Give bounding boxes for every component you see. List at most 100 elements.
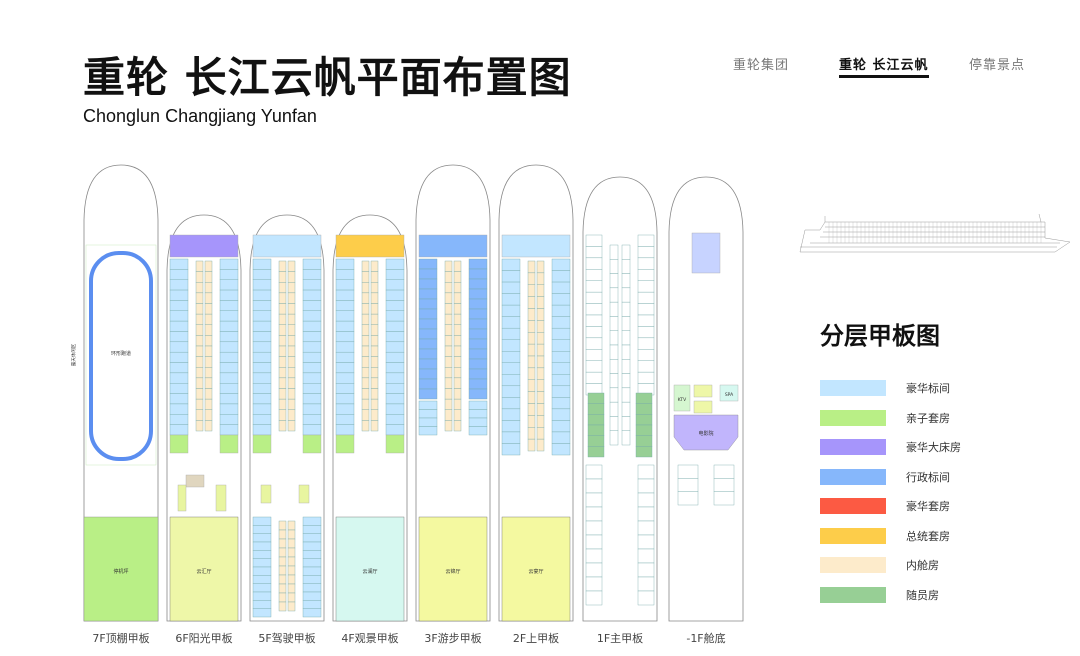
deck-plan[interactable] bbox=[249, 165, 325, 627]
deck-plan[interactable]: 云汇厅 bbox=[166, 165, 242, 627]
cabin bbox=[637, 349, 655, 361]
cabin bbox=[713, 464, 735, 479]
cabin bbox=[418, 358, 438, 370]
cabin bbox=[551, 385, 571, 398]
cabin bbox=[169, 279, 189, 291]
cabin bbox=[621, 359, 631, 374]
legend-item: 豪华套房 bbox=[820, 498, 950, 514]
cabin bbox=[637, 291, 655, 304]
cabin bbox=[609, 430, 619, 446]
legend-item: 豪华大床房 bbox=[820, 439, 961, 455]
cabin bbox=[444, 282, 453, 294]
cabin bbox=[637, 326, 655, 339]
cabin bbox=[361, 260, 370, 272]
deck-plan[interactable]: KTV SPA 电影院 bbox=[668, 165, 744, 627]
cabin bbox=[302, 279, 322, 291]
cabin bbox=[501, 327, 521, 340]
cabin bbox=[219, 424, 239, 436]
cabin bbox=[252, 279, 272, 291]
deck-plan[interactable]: 云澜厅 bbox=[332, 165, 408, 627]
cabin bbox=[585, 303, 603, 316]
cabin bbox=[536, 320, 545, 333]
cabin bbox=[278, 556, 287, 567]
cabin bbox=[335, 362, 355, 374]
cabin bbox=[551, 270, 571, 283]
cabin bbox=[501, 408, 521, 421]
cabin bbox=[169, 372, 189, 384]
cabin bbox=[302, 566, 322, 576]
cabin bbox=[527, 343, 536, 357]
legend-label: 随员房 bbox=[906, 588, 939, 602]
cabin bbox=[195, 377, 204, 389]
cabin bbox=[219, 362, 239, 374]
legend-title: 分层甲板图 bbox=[820, 322, 940, 350]
cabin bbox=[444, 388, 453, 400]
cabin bbox=[252, 516, 272, 526]
cabin bbox=[677, 464, 699, 479]
cabin bbox=[370, 335, 379, 347]
cabin bbox=[361, 377, 370, 389]
cabin bbox=[501, 281, 521, 294]
service-room bbox=[691, 232, 721, 274]
cabin bbox=[551, 339, 571, 352]
cabin bbox=[287, 367, 296, 379]
cabin bbox=[385, 414, 405, 425]
cabin bbox=[195, 409, 204, 421]
cabin bbox=[278, 271, 287, 283]
cabin bbox=[195, 282, 204, 294]
deck-plan[interactable]: 环形跑道 露天休闲区 停机坪 bbox=[70, 164, 159, 627]
cabin bbox=[361, 282, 370, 294]
cabin bbox=[536, 260, 545, 274]
cabin bbox=[637, 590, 655, 606]
deck-plan[interactable]: 云宴厅 bbox=[498, 164, 574, 627]
cabin bbox=[287, 574, 296, 585]
cabin bbox=[252, 566, 272, 576]
deck-plan[interactable]: 云锦厅 bbox=[415, 164, 491, 627]
cinema bbox=[673, 414, 739, 451]
cabin bbox=[204, 335, 213, 347]
cabin bbox=[195, 271, 204, 283]
cabin bbox=[252, 372, 272, 384]
cabin bbox=[302, 372, 322, 384]
cabin bbox=[621, 387, 631, 403]
cabin bbox=[585, 234, 603, 247]
cabin bbox=[444, 260, 453, 272]
cabin bbox=[444, 409, 453, 421]
cabin bbox=[468, 409, 488, 419]
cabin bbox=[453, 398, 462, 410]
hull-outline bbox=[668, 176, 744, 622]
cabin bbox=[169, 310, 189, 322]
running-track bbox=[89, 251, 153, 461]
cabin bbox=[635, 435, 653, 447]
cabin bbox=[501, 420, 521, 433]
deck-label: -1F舱底 bbox=[686, 632, 726, 645]
cabin bbox=[361, 398, 370, 410]
nav-attractions[interactable]: 停靠景点 bbox=[969, 58, 1026, 73]
cabin bbox=[287, 583, 296, 594]
cabin bbox=[204, 282, 213, 294]
cabin bbox=[621, 301, 631, 317]
family-suite bbox=[252, 434, 272, 454]
room bbox=[298, 484, 310, 504]
cabin bbox=[204, 409, 213, 421]
cabin bbox=[551, 316, 571, 329]
area-label: 云澜厅 bbox=[362, 568, 377, 575]
cabin bbox=[609, 387, 619, 403]
cabin bbox=[370, 356, 379, 368]
hall bbox=[335, 516, 405, 622]
cabin bbox=[302, 300, 322, 311]
cabin bbox=[252, 403, 272, 415]
area-label: 停机坪 bbox=[113, 568, 128, 575]
cabin bbox=[252, 533, 272, 543]
nav-changjiang-yunfan[interactable]: 重轮 长江云帆 bbox=[839, 54, 929, 78]
cabin bbox=[637, 234, 655, 247]
deck-plan[interactable] bbox=[582, 165, 658, 627]
cabin bbox=[453, 345, 462, 357]
nav-chonglun-group[interactable]: 重轮集团 bbox=[733, 58, 790, 73]
cabin bbox=[335, 372, 355, 384]
cabin bbox=[335, 289, 355, 301]
cabin bbox=[204, 313, 213, 325]
cabin bbox=[287, 592, 296, 603]
cabin bbox=[361, 420, 370, 432]
cabin bbox=[621, 259, 631, 274]
